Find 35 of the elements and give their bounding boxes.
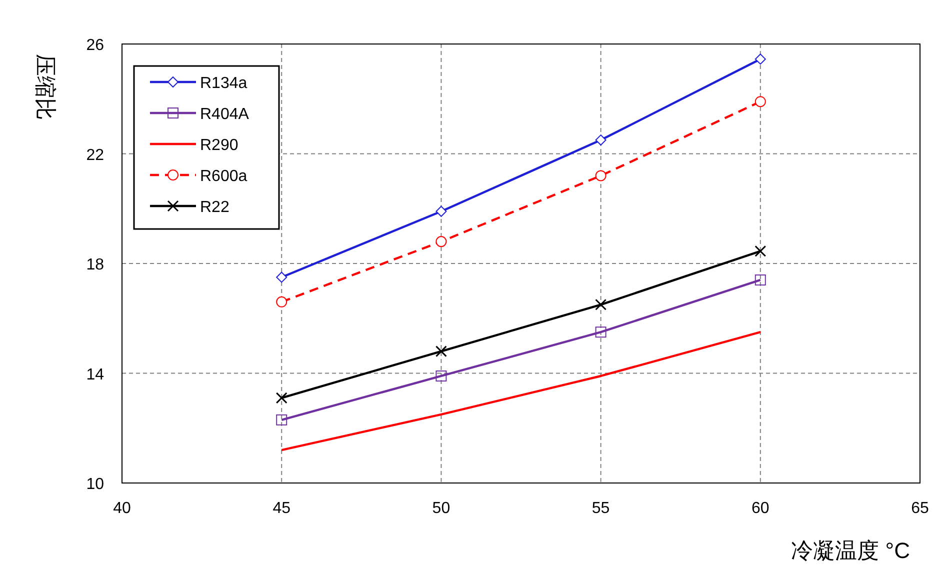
legend-label: R290 (200, 137, 238, 154)
point (436, 206, 447, 217)
point (436, 236, 447, 248)
y-tick-label: 26 (86, 37, 104, 54)
x-tick-label: 40 (113, 500, 131, 517)
x-tick-label: 45 (272, 500, 291, 517)
point (754, 245, 766, 257)
point (754, 96, 766, 108)
point (595, 298, 607, 310)
x-tick-label: 60 (752, 500, 770, 517)
y-tick-label: 14 (86, 366, 104, 384)
y-tick-label: 22 (86, 146, 104, 164)
point (595, 170, 606, 182)
point (754, 274, 766, 286)
x-tick-label: 65 (911, 500, 929, 517)
point (276, 272, 288, 283)
y-tick-label: 18 (86, 256, 104, 274)
y-tick-label: 10 (86, 476, 104, 493)
point (754, 54, 766, 65)
point (276, 392, 288, 404)
point (435, 346, 447, 358)
point (276, 296, 288, 308)
legend-label: R134a (200, 75, 248, 92)
point (595, 326, 606, 338)
legend-label: R22 (200, 199, 230, 216)
y-axis-title: 压缩比 (33, 54, 58, 120)
x-tick-label: 55 (592, 500, 610, 517)
point (276, 414, 288, 426)
point (595, 134, 606, 146)
legend-label: R404A (200, 106, 250, 123)
legend-label: R600a (200, 168, 248, 185)
x-tick-label: 50 (432, 500, 450, 517)
point (436, 370, 447, 382)
x-axis-title: 冷凝温度 °C (791, 538, 910, 563)
line-series (280, 330, 762, 452)
